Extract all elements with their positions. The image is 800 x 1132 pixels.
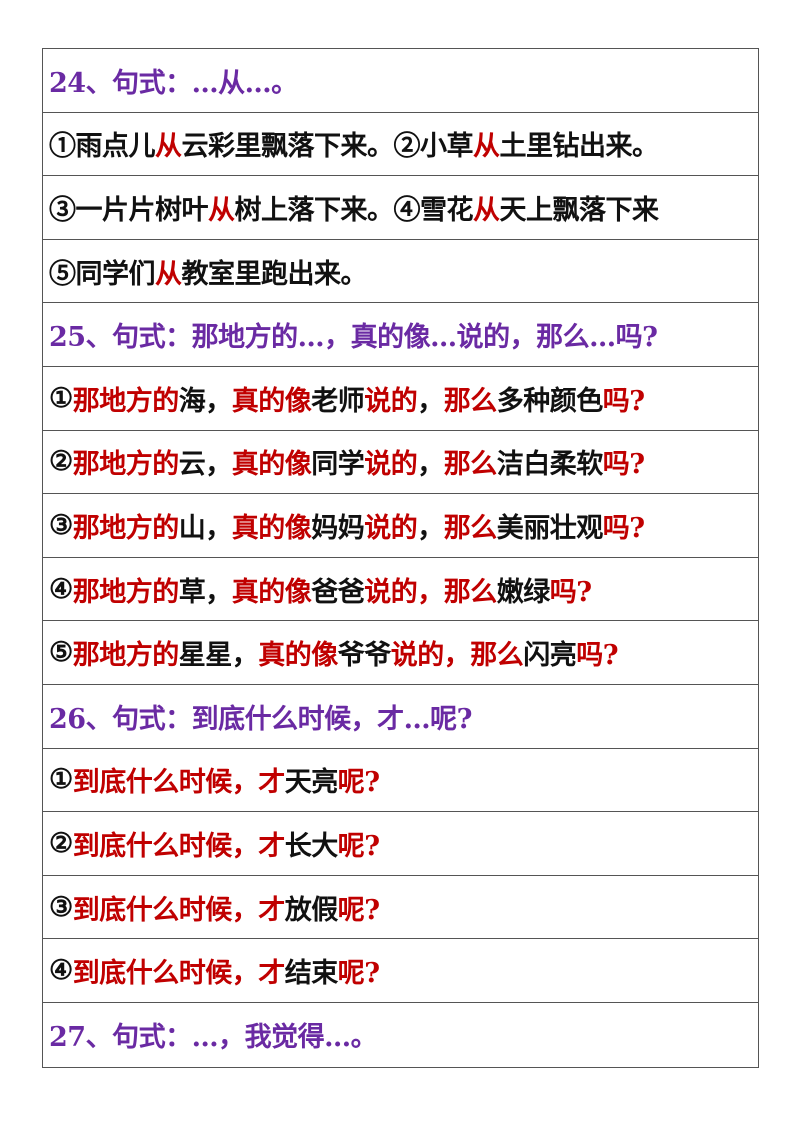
sentence-text: 老师 xyxy=(311,385,365,417)
pattern-keyword: 到底什么时候，才 xyxy=(72,958,286,990)
sentence-text: ， xyxy=(417,449,444,481)
pattern-keyword: 到底什么时候，才 xyxy=(72,894,286,926)
example-sentence-row: ⑤同学们从教室里跑出来。 xyxy=(43,240,758,304)
pattern-keyword: 到底什么时候，才 xyxy=(72,830,286,862)
sentence-text: 土里钻出来。 xyxy=(499,131,660,163)
pattern-keyword: 真的像 xyxy=(231,576,312,608)
sentence-text: 妈妈 xyxy=(311,512,365,544)
pattern-keyword: 那地方的 xyxy=(72,512,180,544)
pattern-keyword: 从 xyxy=(155,258,182,290)
example-sentence-row: ② 那地方的 云， 真的像 同学 说的，那么 洁白柔软 吗? xyxy=(43,431,758,495)
sentence-text: 多种颜色 xyxy=(496,385,604,417)
pattern-keyword: 那地方的 xyxy=(72,640,180,672)
heading-text: 24、句式：…从…。 xyxy=(49,67,298,99)
heading-text: 27、句式：…，我觉得…。 xyxy=(49,1022,378,1054)
section-heading-row: 27、句式：…，我觉得…。 xyxy=(43,1003,758,1067)
sentence-text: 同学 xyxy=(311,449,365,481)
sentence-text: 海， xyxy=(178,385,233,417)
pattern-keyword: 从 xyxy=(473,131,500,163)
pattern-keyword: 说的 xyxy=(364,385,418,417)
sentence-text: ④ xyxy=(49,573,73,605)
pattern-keyword: 说的，那么 xyxy=(364,576,497,608)
pattern-keyword: 从 xyxy=(473,194,500,226)
pattern-keyword: 真的像 xyxy=(231,385,312,417)
sentence-text: 放假 xyxy=(284,894,339,926)
pattern-keyword: 吗? xyxy=(602,385,645,417)
pattern-keyword: 呢? xyxy=(337,830,380,862)
pattern-keyword: 呢? xyxy=(337,767,380,799)
pattern-keyword: 吗? xyxy=(602,449,645,481)
sentence-text: 洁白柔软 xyxy=(496,449,604,481)
pattern-keyword: 说的 xyxy=(364,512,418,544)
pattern-keyword: 呢? xyxy=(337,894,380,926)
pattern-keyword: 从 xyxy=(208,194,235,226)
section-heading-row: 24、句式：…从…。 xyxy=(43,49,758,113)
pattern-keyword: 那地方的 xyxy=(72,576,180,608)
sentence-text: 山， xyxy=(178,512,233,544)
sentence-text: ③一片片树叶 xyxy=(49,194,209,226)
pattern-keyword: 真的像 xyxy=(258,640,338,672)
sentence-text: 闪亮 xyxy=(523,640,577,672)
pattern-keyword: 呢? xyxy=(337,958,380,990)
sentence-text: ③ xyxy=(49,509,73,541)
example-sentence-row: ③一片片树叶从树上落下来。④雪花从天上飘落下来 xyxy=(43,176,758,240)
sentence-text: ①雨点儿 xyxy=(49,131,156,163)
section-heading-row: 26、句式：到底什么时候，才…呢? xyxy=(43,685,758,749)
sentence-text: 树上落下来。④雪花 xyxy=(234,194,474,226)
pattern-keyword: 吗? xyxy=(549,576,592,608)
sentence-text: 星星， xyxy=(178,640,259,672)
pattern-keyword: 从 xyxy=(155,131,182,163)
sentence-text: 结束 xyxy=(284,958,339,990)
pattern-keyword: 真的像 xyxy=(231,512,312,544)
sentence-text: ① xyxy=(49,382,73,414)
sentence-text: ③ xyxy=(49,891,73,923)
example-sentence-row: ③ 到底什么时候，才 放假 呢? xyxy=(43,876,758,940)
sentence-text: ⑤ xyxy=(49,637,73,669)
sentence-text: 天亮 xyxy=(284,767,339,799)
example-sentence-row: ① 那地方的 海， 真的像 老师 说的，那么 多种颜色 吗? xyxy=(43,367,758,431)
sentence-text: 云， xyxy=(178,449,233,481)
sentence-text: 爷爷 xyxy=(337,640,392,672)
pattern-keyword: 吗? xyxy=(602,512,645,544)
example-sentence-row: ① 到底什么时候，才 天亮 呢? xyxy=(43,749,758,813)
pattern-keyword: 那么 xyxy=(443,512,498,544)
heading-text: 25、句式：那地方的…，真的像…说的，那么…吗? xyxy=(49,322,658,354)
pattern-keyword: 那地方的 xyxy=(72,449,180,481)
heading-text: 26、句式：到底什么时候，才…呢? xyxy=(49,703,472,735)
example-sentence-row: ② 到底什么时候，才 长大 呢? xyxy=(43,812,758,876)
pattern-keyword: 到底什么时候，才 xyxy=(72,767,286,799)
sentence-text: ② xyxy=(49,827,73,859)
pattern-keyword: 那么 xyxy=(443,385,498,417)
pattern-keyword: 说的，那么 xyxy=(390,640,524,672)
pattern-keyword: 说的 xyxy=(364,449,418,481)
sentence-text: 长大 xyxy=(284,830,339,862)
example-sentence-row: ④ 到底什么时候，才 结束 呢? xyxy=(43,939,758,1003)
sentence-text: 天上飘落下来 xyxy=(499,194,660,226)
pattern-keyword: 那地方的 xyxy=(72,385,180,417)
sentence-text: ， xyxy=(417,512,444,544)
sentence-text: 美丽壮观 xyxy=(496,512,604,544)
example-sentence-row: ⑤ 那地方的 星星， 真的像 爷爷 说的，那么 闪亮 吗? xyxy=(43,621,758,685)
pattern-keyword: 真的像 xyxy=(231,449,312,481)
sentence-text: 嫩绿 xyxy=(496,576,551,608)
sentence-text: ④ xyxy=(49,955,73,987)
sentence-pattern-table: 24、句式：…从…。 ①雨点儿从云彩里飘落下来。②小草从土里钻出来。 ③一片片树叶从… xyxy=(42,48,759,1068)
sentence-text: ① xyxy=(49,764,73,796)
sentence-text: 云彩里飘落下来。②小草 xyxy=(181,131,474,163)
example-sentence-row: ④ 那地方的 草， 真的像 爸爸 说的，那么 嫩绿 吗? xyxy=(43,558,758,622)
pattern-keyword: 吗? xyxy=(576,640,619,672)
example-sentence-row: ①雨点儿从云彩里飘落下来。②小草从土里钻出来。 xyxy=(43,113,758,177)
sentence-text: 教室里跑出来。 xyxy=(181,258,368,290)
sentence-text: 爸爸 xyxy=(311,576,365,608)
sentence-text: ⑤同学们 xyxy=(49,258,156,290)
sentence-text: 草， xyxy=(178,576,233,608)
example-sentence-row: ③ 那地方的 山， 真的像 妈妈 说的，那么 美丽壮观 吗? xyxy=(43,494,758,558)
sentence-text: ， xyxy=(417,385,444,417)
sentence-text: ② xyxy=(49,446,73,478)
pattern-keyword: 那么 xyxy=(443,449,498,481)
section-heading-row: 25、句式：那地方的…，真的像…说的，那么…吗? xyxy=(43,303,758,367)
